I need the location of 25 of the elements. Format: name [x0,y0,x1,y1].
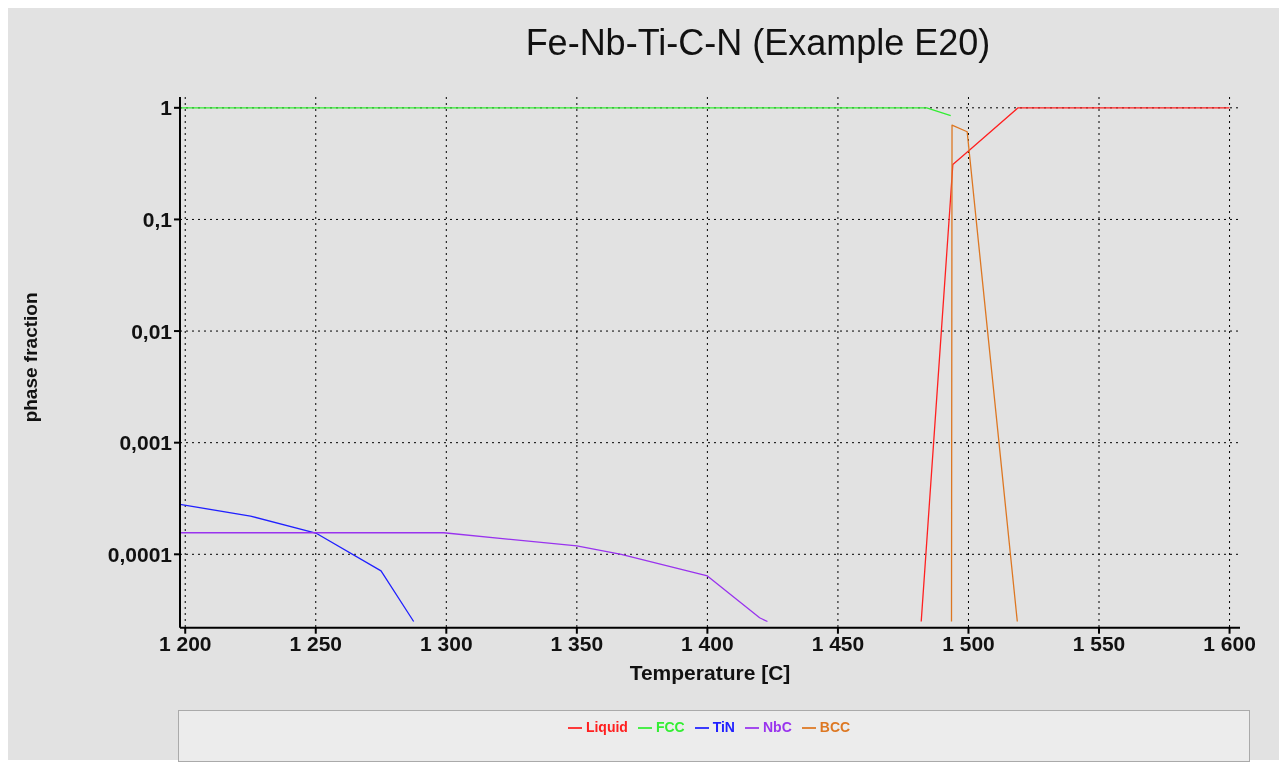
x-tick-label: 1 250 [289,631,343,655]
y-tick-label: 0,1 [142,207,173,231]
legend-label: FCC [655,718,685,735]
x-tick-label: 1 600 [1203,631,1256,655]
x-axis-title: Temperature [C] [629,660,791,684]
x-tick-label: 1 450 [811,631,865,655]
y-tick-label: 1 [160,96,173,120]
legend-label: TiN [712,718,735,735]
line-series [180,532,769,623]
y-tick-label: 0,01 [131,319,173,343]
y-tick-label: 0,0001 [107,542,173,566]
legend-label: NbC [762,718,792,735]
x-tick-label: 1 300 [420,631,473,655]
x-tick-label: 1 500 [942,631,995,655]
legend-label: Liquid [585,718,628,735]
x-tick-label: 1 550 [1072,631,1126,655]
y-axis-title: phase fraction [19,292,41,423]
x-tick-label: 1 350 [550,631,604,655]
x-tick-label: 1 400 [681,631,734,655]
line-series [180,503,415,623]
chart-title: Fe-Nb-Ti-C-N (Example E20) [524,22,992,64]
legend-label: BCC [819,718,851,735]
line-series [920,107,1231,623]
y-tick-label: 0,001 [119,431,173,455]
x-tick-label: 1 200 [158,631,212,655]
